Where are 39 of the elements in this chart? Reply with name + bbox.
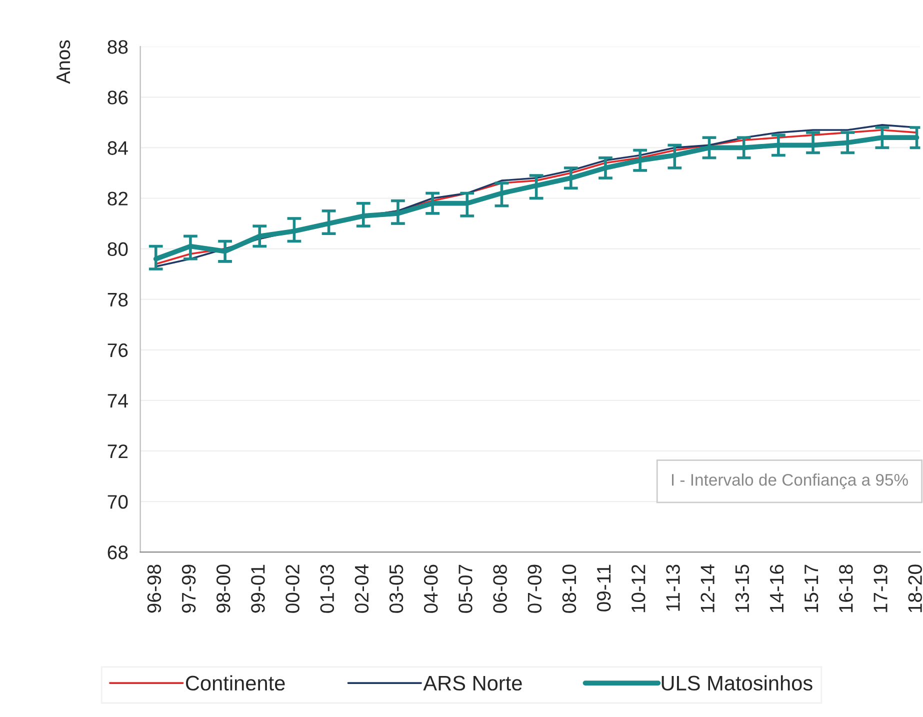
x-tick-label: 10-12: [632, 564, 646, 612]
y-tick-label: 88: [108, 40, 128, 54]
x-tick-label: 11-13: [666, 564, 680, 611]
legend-label: ARS Norte: [423, 676, 522, 691]
x-tick-label: 96-98: [147, 564, 162, 613]
x-tick-label: 07-09: [528, 564, 542, 613]
y-tick-label: 78: [108, 292, 128, 307]
x-tick-label: 14-16: [770, 564, 784, 612]
x-tick-label: 01-03: [320, 564, 334, 613]
x-tick-label: 16-18: [839, 564, 853, 612]
y-tick-label: 80: [108, 242, 128, 256]
y-tick-label: 76: [108, 343, 128, 358]
x-tick-label: 02-04: [354, 564, 369, 613]
y-axis-title: Anos: [56, 40, 70, 84]
y-tick-label: 74: [108, 394, 128, 408]
annotation: I - Intervalo de Confiança a 95%: [672, 474, 908, 490]
x-tick-label: 98-00: [216, 564, 230, 613]
x-tick-label: 05-07: [458, 564, 472, 613]
y-tick-label: 68: [108, 546, 128, 560]
x-tick-label: 17-19: [874, 564, 888, 612]
x-tick-label: 08-10: [562, 564, 576, 613]
x-tick-label: 99-01: [251, 564, 265, 613]
legend-label: ULS Matosinhos: [662, 675, 812, 691]
legend-label: Continente: [186, 675, 285, 691]
x-tick-label: 04-06: [424, 564, 438, 613]
x-tick-label: 13-15: [735, 564, 750, 612]
y-tick-label: 72: [108, 444, 128, 458]
x-tick-label: 03-05: [389, 564, 404, 613]
y-tick-label: 82: [108, 192, 128, 206]
x-tick-label: 06-08: [493, 564, 507, 613]
x-tick-label: 12-14: [700, 564, 714, 612]
y-tick-label: 70: [108, 495, 128, 509]
x-tick-label: 97-99: [182, 564, 196, 613]
x-tick-label: 15-17: [804, 564, 818, 612]
x-tick-label: 00-02: [286, 564, 300, 613]
y-tick-label: 84: [108, 141, 128, 155]
x-tick-label: 18-20: [908, 564, 922, 612]
y-tick-label: 86: [108, 90, 128, 104]
x-tick-label: 09-11: [596, 564, 611, 612]
